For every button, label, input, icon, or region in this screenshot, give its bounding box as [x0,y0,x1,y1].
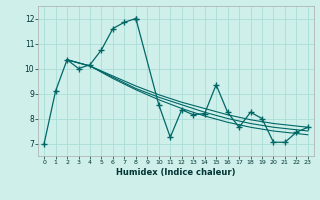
X-axis label: Humidex (Indice chaleur): Humidex (Indice chaleur) [116,168,236,177]
